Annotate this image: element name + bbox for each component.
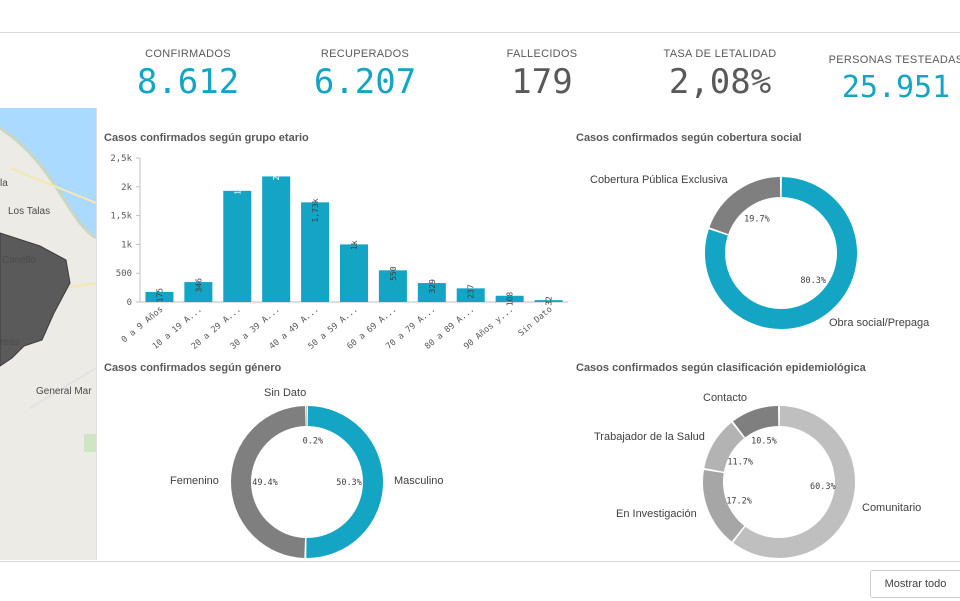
bar-value-label: 329 — [428, 279, 437, 294]
kpi-title: FALLECIDOS — [462, 48, 622, 60]
bar-value-label: 1,73k — [311, 198, 320, 222]
bar-value-label: 346 — [194, 278, 203, 293]
show-all-button[interactable]: Mostrar todo — [870, 570, 960, 598]
map-panel[interactable]: la Los Talas Conello reas General Mar — [0, 108, 97, 560]
map-label: la — [0, 178, 8, 189]
bar-value-label: 1,93k — [233, 171, 242, 195]
kpi-value: 6.207 — [285, 62, 445, 102]
slice-pct-label: 80.3% — [800, 276, 826, 286]
kpi-value: 25.951 — [816, 68, 960, 108]
bottom-toolbar: Mostrar todo — [0, 561, 960, 601]
y-tick-label: 1,5k — [110, 212, 132, 222]
kpi-fallecidos[interactable]: FALLECIDOS 179 — [462, 48, 622, 102]
y-tick-label: 0 — [127, 298, 132, 308]
slice-label-sin-dato: Sin Dato — [264, 387, 306, 399]
bar-value-label: 108 — [506, 292, 515, 307]
slice-pct-label: 0.2% — [303, 436, 323, 446]
map-label: Conello — [2, 255, 36, 266]
slice-label-contacto: Contacto — [703, 392, 747, 404]
kpi-title: RECUPERADOS — [285, 48, 445, 60]
slice-label-femenino: Femenino — [170, 475, 219, 487]
age-chart-title: Casos confirmados según grupo etario — [104, 132, 309, 144]
y-tick-label: 500 — [116, 269, 132, 279]
map-label: reas — [0, 337, 19, 348]
bar-value-label: 175 — [155, 288, 164, 303]
kpi-tasa-letalidad[interactable]: TASA DE LETALIDAD 2,08% — [640, 48, 800, 102]
slice-label-masculino: Masculino — [394, 475, 444, 487]
slice-label-trabajador-salud: Trabajador de la Salud — [594, 431, 705, 443]
map-label: General Mar — [36, 386, 92, 397]
donut-slice[interactable] — [739, 416, 778, 429]
slice-label-obra-social: Obra social/Prepaga — [829, 317, 929, 329]
map-canvas[interactable] — [0, 108, 96, 560]
slice-pct-label: 17.2% — [726, 497, 752, 507]
bar-value-label: 32 — [545, 296, 554, 306]
slice-label-en-investigacion: En Investigación — [616, 508, 697, 520]
kpi-value: 2,08% — [640, 62, 800, 102]
x-tick-label: Sin Dato — [517, 305, 555, 339]
kpi-title: PERSONAS TESTEADAS — [816, 54, 960, 66]
kpi-personas-testeadas[interactable]: PERSONAS TESTEADAS 25.951 — [816, 48, 960, 108]
map-label: Los Talas — [8, 206, 50, 217]
bar-value-label: 237 — [467, 284, 476, 299]
coverage-donut-chart[interactable]: 19.7% 80.3% — [696, 168, 866, 338]
slice-pct-label: 49.4% — [252, 478, 278, 488]
kpi-title: CONFIRMADOS — [108, 48, 268, 60]
kpi-confirmados[interactable]: CONFIRMADOS 8.612 — [108, 48, 268, 102]
bar[interactable] — [262, 176, 290, 302]
slice-pct-label: 50.3% — [336, 478, 362, 488]
y-tick-label: 2,5k — [110, 154, 132, 164]
slice-pct-label: 60.3% — [810, 482, 836, 492]
epi-donut-chart[interactable]: 60.3% 17.2% 11.7% 10.5% — [694, 397, 864, 567]
coverage-chart-title: Casos confirmados según cobertura social — [576, 132, 802, 144]
gender-donut-chart[interactable]: 50.3% 49.4% 0.2% — [222, 397, 392, 567]
slice-label-comunitario: Comunitario — [862, 502, 921, 514]
kpi-value: 179 — [462, 62, 622, 102]
slice-label-cobertura-publica: Cobertura Pública Exclusiva — [590, 174, 728, 186]
bar[interactable] — [340, 244, 368, 302]
bar-value-label: 2,18k — [272, 156, 281, 180]
y-tick-label: 2k — [121, 183, 132, 193]
top-toolbar — [0, 0, 960, 33]
slice-pct-label: 10.5% — [751, 437, 777, 447]
epi-chart-title: Casos confirmados según clasificación ep… — [576, 362, 866, 374]
y-tick-label: 1k — [121, 240, 132, 250]
bar-value-label: 550 — [389, 266, 398, 281]
bar[interactable] — [223, 191, 251, 302]
bar-value-label: 1k — [350, 240, 359, 250]
kpi-value: 8.612 — [108, 62, 268, 102]
kpi-title: TASA DE LETALIDAD — [640, 48, 800, 60]
slice-pct-label: 19.7% — [744, 215, 770, 225]
gender-chart-title: Casos confirmados según género — [104, 362, 281, 374]
kpi-recuperados[interactable]: RECUPERADOS 6.207 — [285, 48, 445, 102]
slice-pct-label: 11.7% — [727, 457, 753, 467]
